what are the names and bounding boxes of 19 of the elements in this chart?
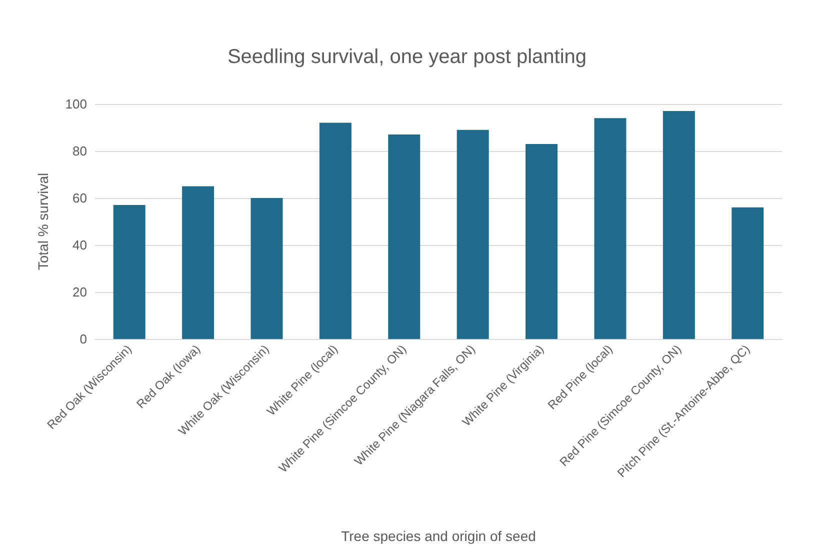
y-tick-label: 100	[65, 96, 87, 112]
bar	[113, 205, 146, 339]
bar	[662, 111, 695, 339]
y-tick-label: 40	[72, 238, 87, 252]
y-tick-label: 0	[80, 332, 87, 346]
y-tick-label: 80	[72, 144, 87, 158]
bar	[182, 186, 214, 339]
bar	[594, 118, 626, 339]
y-tick-label: 20	[72, 284, 87, 300]
bar	[388, 134, 420, 339]
bar	[732, 207, 764, 339]
y-axis-title: Total % survival	[35, 172, 51, 270]
bar	[250, 198, 283, 339]
chart-title: Seedling survival, one year post planting	[227, 46, 587, 68]
bar	[526, 144, 558, 339]
bar	[319, 122, 352, 339]
y-tick-label: 60	[72, 190, 87, 206]
x-axis-title: Tree species and origin of seed	[341, 528, 536, 544]
bar	[456, 130, 489, 339]
